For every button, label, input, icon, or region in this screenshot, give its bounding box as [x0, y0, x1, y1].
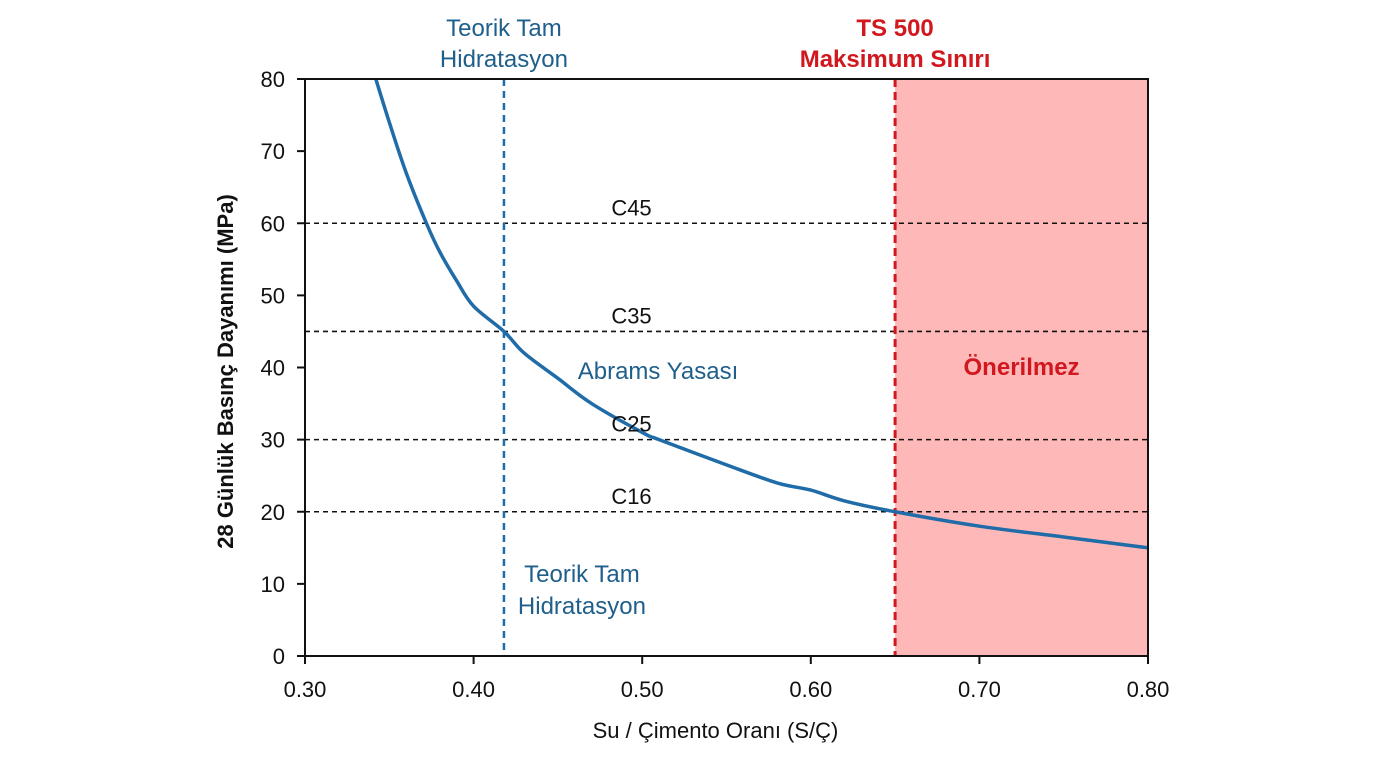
grade-label-c45: C45 — [611, 195, 651, 220]
abrams-law-curve — [374, 78, 1149, 550]
grade-label-c35: C35 — [611, 303, 651, 328]
x-tick-label: 0.60 — [789, 677, 832, 702]
x-tick-label: 0.50 — [621, 677, 664, 702]
x-tick-label: 0.70 — [958, 677, 1001, 702]
y-tick-label: 60 — [261, 211, 285, 236]
hydration-label-top-line2: Hidratasyon — [440, 46, 568, 73]
hydration-label-bottom-line1: Teorik Tam — [524, 561, 640, 588]
y-tick-label: 0 — [273, 644, 285, 669]
not-recommended-region — [895, 79, 1148, 656]
y-tick-label: 10 — [261, 572, 285, 597]
x-tick-label: 0.80 — [1127, 677, 1170, 702]
abrams-law-label: Abrams Yasası — [578, 358, 739, 385]
y-tick-label: 70 — [261, 139, 285, 164]
y-tick-label: 80 — [261, 67, 285, 92]
not-recommended-label: Önerilmez — [964, 354, 1080, 381]
hydration-label-bottom-line2: Hidratasyon — [518, 593, 646, 620]
y-tick-label: 20 — [261, 500, 285, 525]
x-tick-label: 0.40 — [452, 677, 495, 702]
grade-label-c25: C25 — [611, 412, 651, 437]
x-axis-title: Su / Çimento Oranı (S/Ç) — [593, 718, 839, 743]
y-tick-label: 50 — [261, 283, 285, 308]
ts500-label-line1: TS 500 — [856, 15, 933, 42]
grade-label-c16: C16 — [611, 484, 651, 509]
ts500-label-line2: Maksimum Sınırı — [800, 46, 991, 73]
y-tick-label: 30 — [261, 428, 285, 453]
y-tick-label: 40 — [261, 356, 285, 381]
hydration-label-top-line1: Teorik Tam — [446, 15, 562, 42]
x-tick-label: 0.30 — [284, 677, 327, 702]
y-axis-title: 28 Günlük Basınç Dayanımı (MPa) — [213, 194, 238, 549]
